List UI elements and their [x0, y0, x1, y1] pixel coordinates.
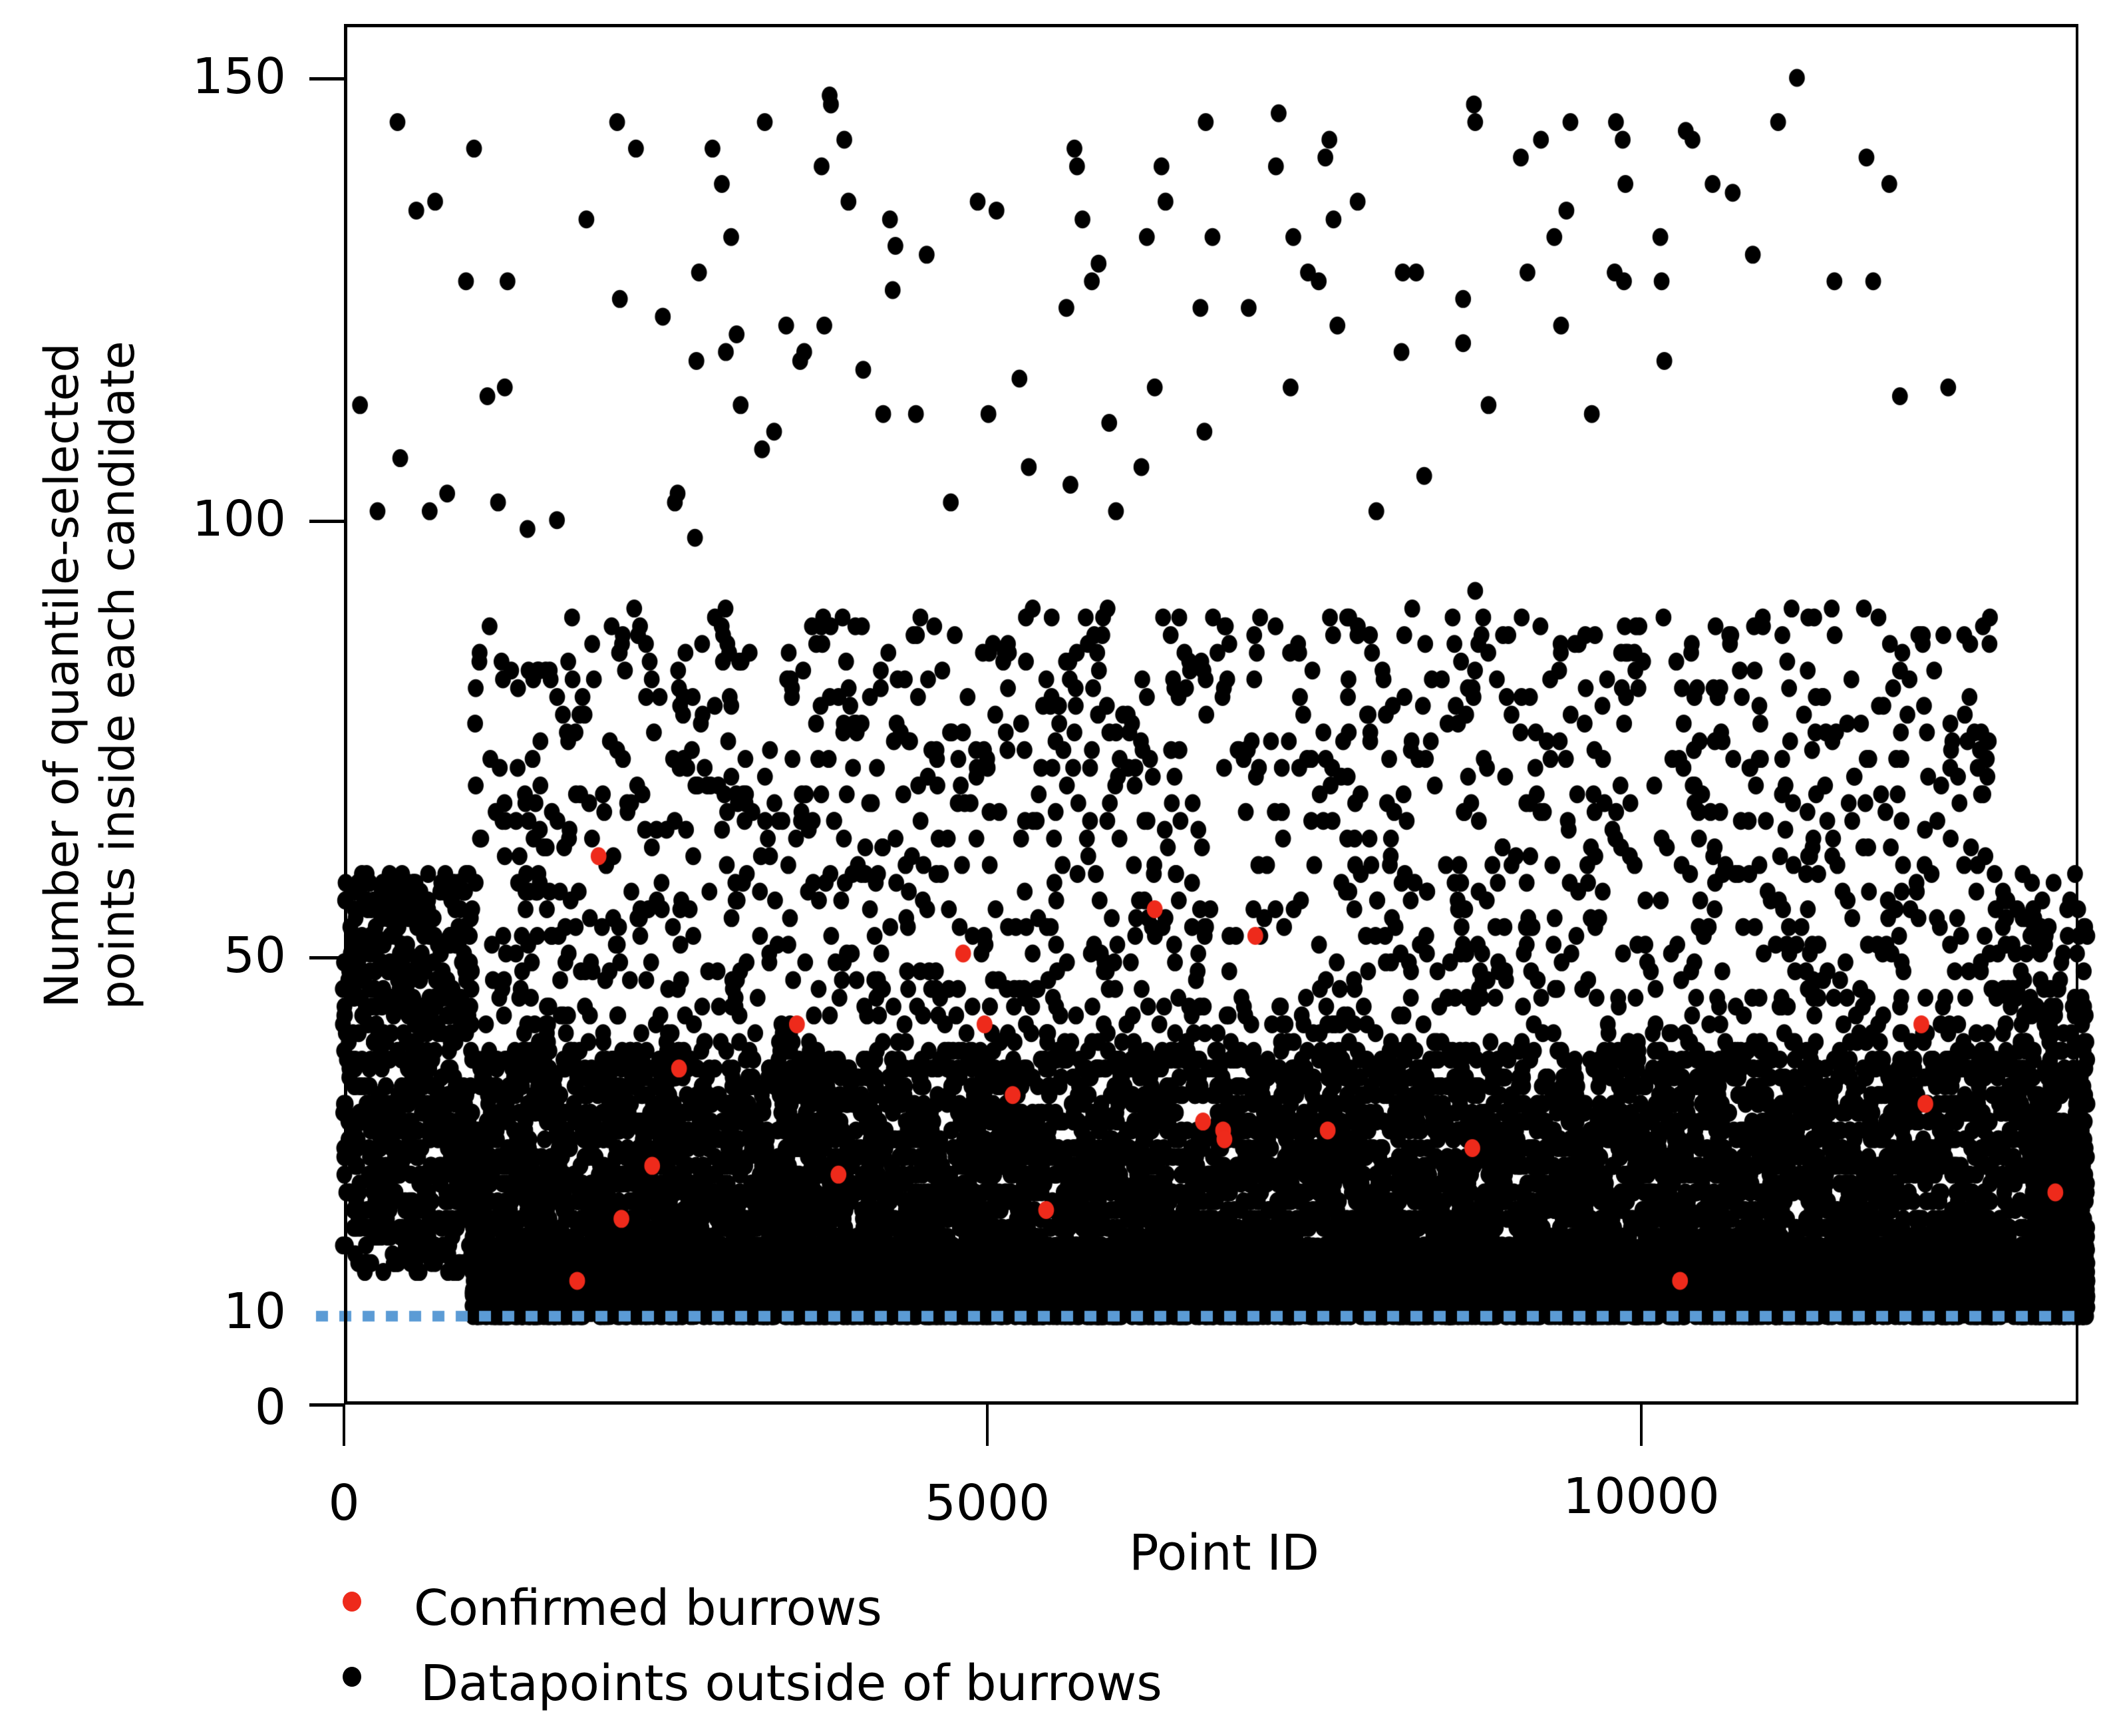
y-axis-title: Number of quantile-selected points insid… [34, 341, 146, 1009]
y-tick-150 [309, 77, 344, 81]
y-axis-title-line-2: points inside each candidate [90, 341, 145, 1010]
black-dot-marker-icon [343, 1667, 361, 1687]
y-tick-0 [309, 1403, 344, 1407]
y-axis-title-line-1: Number of quantile-selected [35, 343, 89, 1008]
legend-label-confirmed-burrows: Confirmed burrows [414, 1580, 882, 1637]
x-tick-0 [343, 1405, 345, 1446]
y-tick-label-100: 100 [192, 490, 286, 548]
y-tick-100 [309, 520, 344, 523]
x-tick-label-5000: 5000 [924, 1475, 1050, 1532]
x-tick-label-10000: 10000 [1563, 1468, 1720, 1525]
x-axis-title: Point ID [1128, 1524, 1320, 1582]
legend-label-outside-burrows: Datapoints outside of burrows [420, 1655, 1162, 1712]
y-tick-label-50: 50 [223, 927, 286, 984]
y-tick-label-150: 150 [192, 48, 286, 105]
x-tick-10000 [1640, 1405, 1643, 1446]
x-tick-5000 [986, 1405, 989, 1446]
x-tick-label-0: 0 [328, 1475, 360, 1532]
y-tick-label-0: 0 [254, 1379, 286, 1436]
y-tick-50 [309, 956, 344, 959]
y-tick-label-10: 10 [223, 1283, 286, 1340]
red-dot-marker-icon [343, 1592, 361, 1612]
